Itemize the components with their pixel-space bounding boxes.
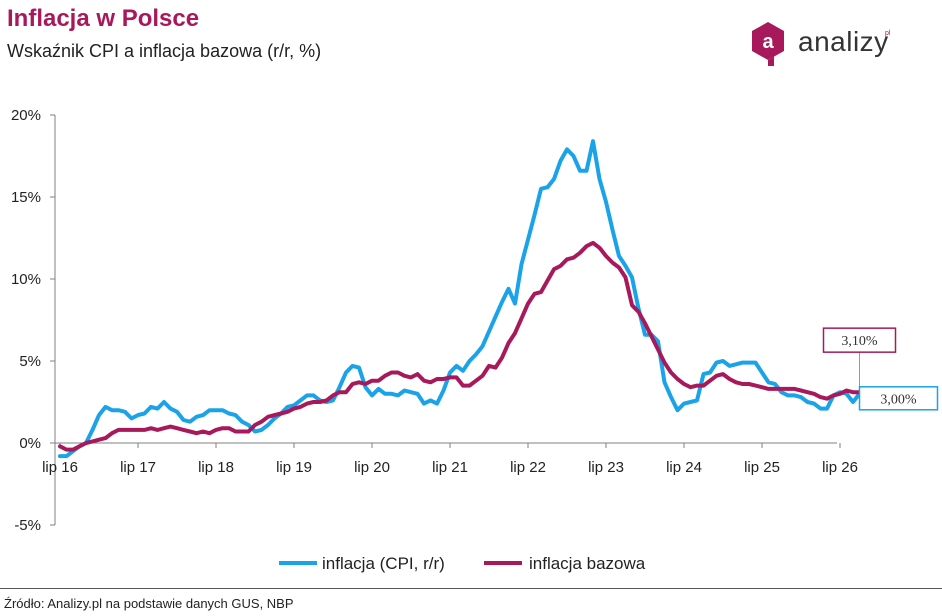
y-axis-ticks: 20% 15% 10% 5% 0% -5% [11, 107, 55, 534]
source-footer: Źródło: Analizy.pl na podstawie danych G… [4, 596, 294, 611]
logo-text: analizy [798, 26, 889, 57]
legend-item-cpi: inflacja (CPI, r/r) [279, 554, 445, 573]
line-chart: 20%15%10%5%0%-5% lip 16 lip 17 lip 18 lip 1… [11, 107, 939, 573]
x-tick-label: lip 25 [744, 459, 780, 476]
y-tick-label: 20% [11, 107, 41, 124]
x-tick-label: lip 19 [276, 459, 312, 476]
y-tick-label: 15% [11, 189, 41, 206]
x-tick-label: lip 22 [510, 459, 546, 476]
x-tick-label: lip 20 [354, 459, 390, 476]
core-inflation-series-line [58, 240, 862, 452]
annotation-box [822, 327, 897, 353]
chart-subtitle: Wskaźnik CPI a inflacja bazowa (r/r, %) [7, 41, 322, 61]
legend-item-core: inflacja bazowa [484, 554, 646, 573]
legend-label: inflacja (CPI, r/r) [322, 554, 445, 573]
legend-label: inflacja bazowa [529, 554, 646, 573]
hexagon-logo-icon: a [752, 22, 784, 66]
logo-superscript: pl [885, 30, 891, 37]
annotations: 3,10% 3,00% [822, 327, 939, 411]
series-layer [58, 139, 862, 459]
x-tick-label: lip 26 [822, 459, 858, 476]
chart-axes [54, 115, 837, 525]
x-tick-label: lip 16 [42, 459, 78, 476]
y-tick-label: 10% [11, 271, 41, 288]
y-tick-label: 0% [19, 435, 41, 452]
logo-icon-letter: a [762, 31, 774, 53]
x-tick-label: lip 23 [588, 459, 624, 476]
annotation-callout: 3,00% [858, 386, 939, 411]
cpi-series-line [58, 139, 862, 459]
annotation-label: 3,00% [880, 392, 917, 407]
x-tick-label: lip 24 [666, 459, 702, 476]
annotation-callout: 3,10% [822, 327, 897, 393]
annotation-box [858, 386, 939, 411]
y-tick-label: 5% [19, 353, 41, 370]
bottom-divider [0, 588, 942, 589]
legend: inflacja (CPI, r/r) inflacja bazowa [279, 554, 646, 573]
x-tick-label: lip 17 [120, 459, 156, 476]
x-tick-label: lip 21 [432, 459, 468, 476]
y-tick-label: -5% [14, 517, 41, 534]
chart-title: Inflacja w Polsce [7, 5, 200, 32]
analizy-logo-icon: a [752, 22, 784, 66]
x-tick-label: lip 18 [198, 459, 234, 476]
annotation-label: 3,10% [841, 334, 878, 349]
x-axis-ticks: lip 16 lip 17 lip 18 lip 19 lip 20 lip 21 lip … [42, 443, 858, 476]
